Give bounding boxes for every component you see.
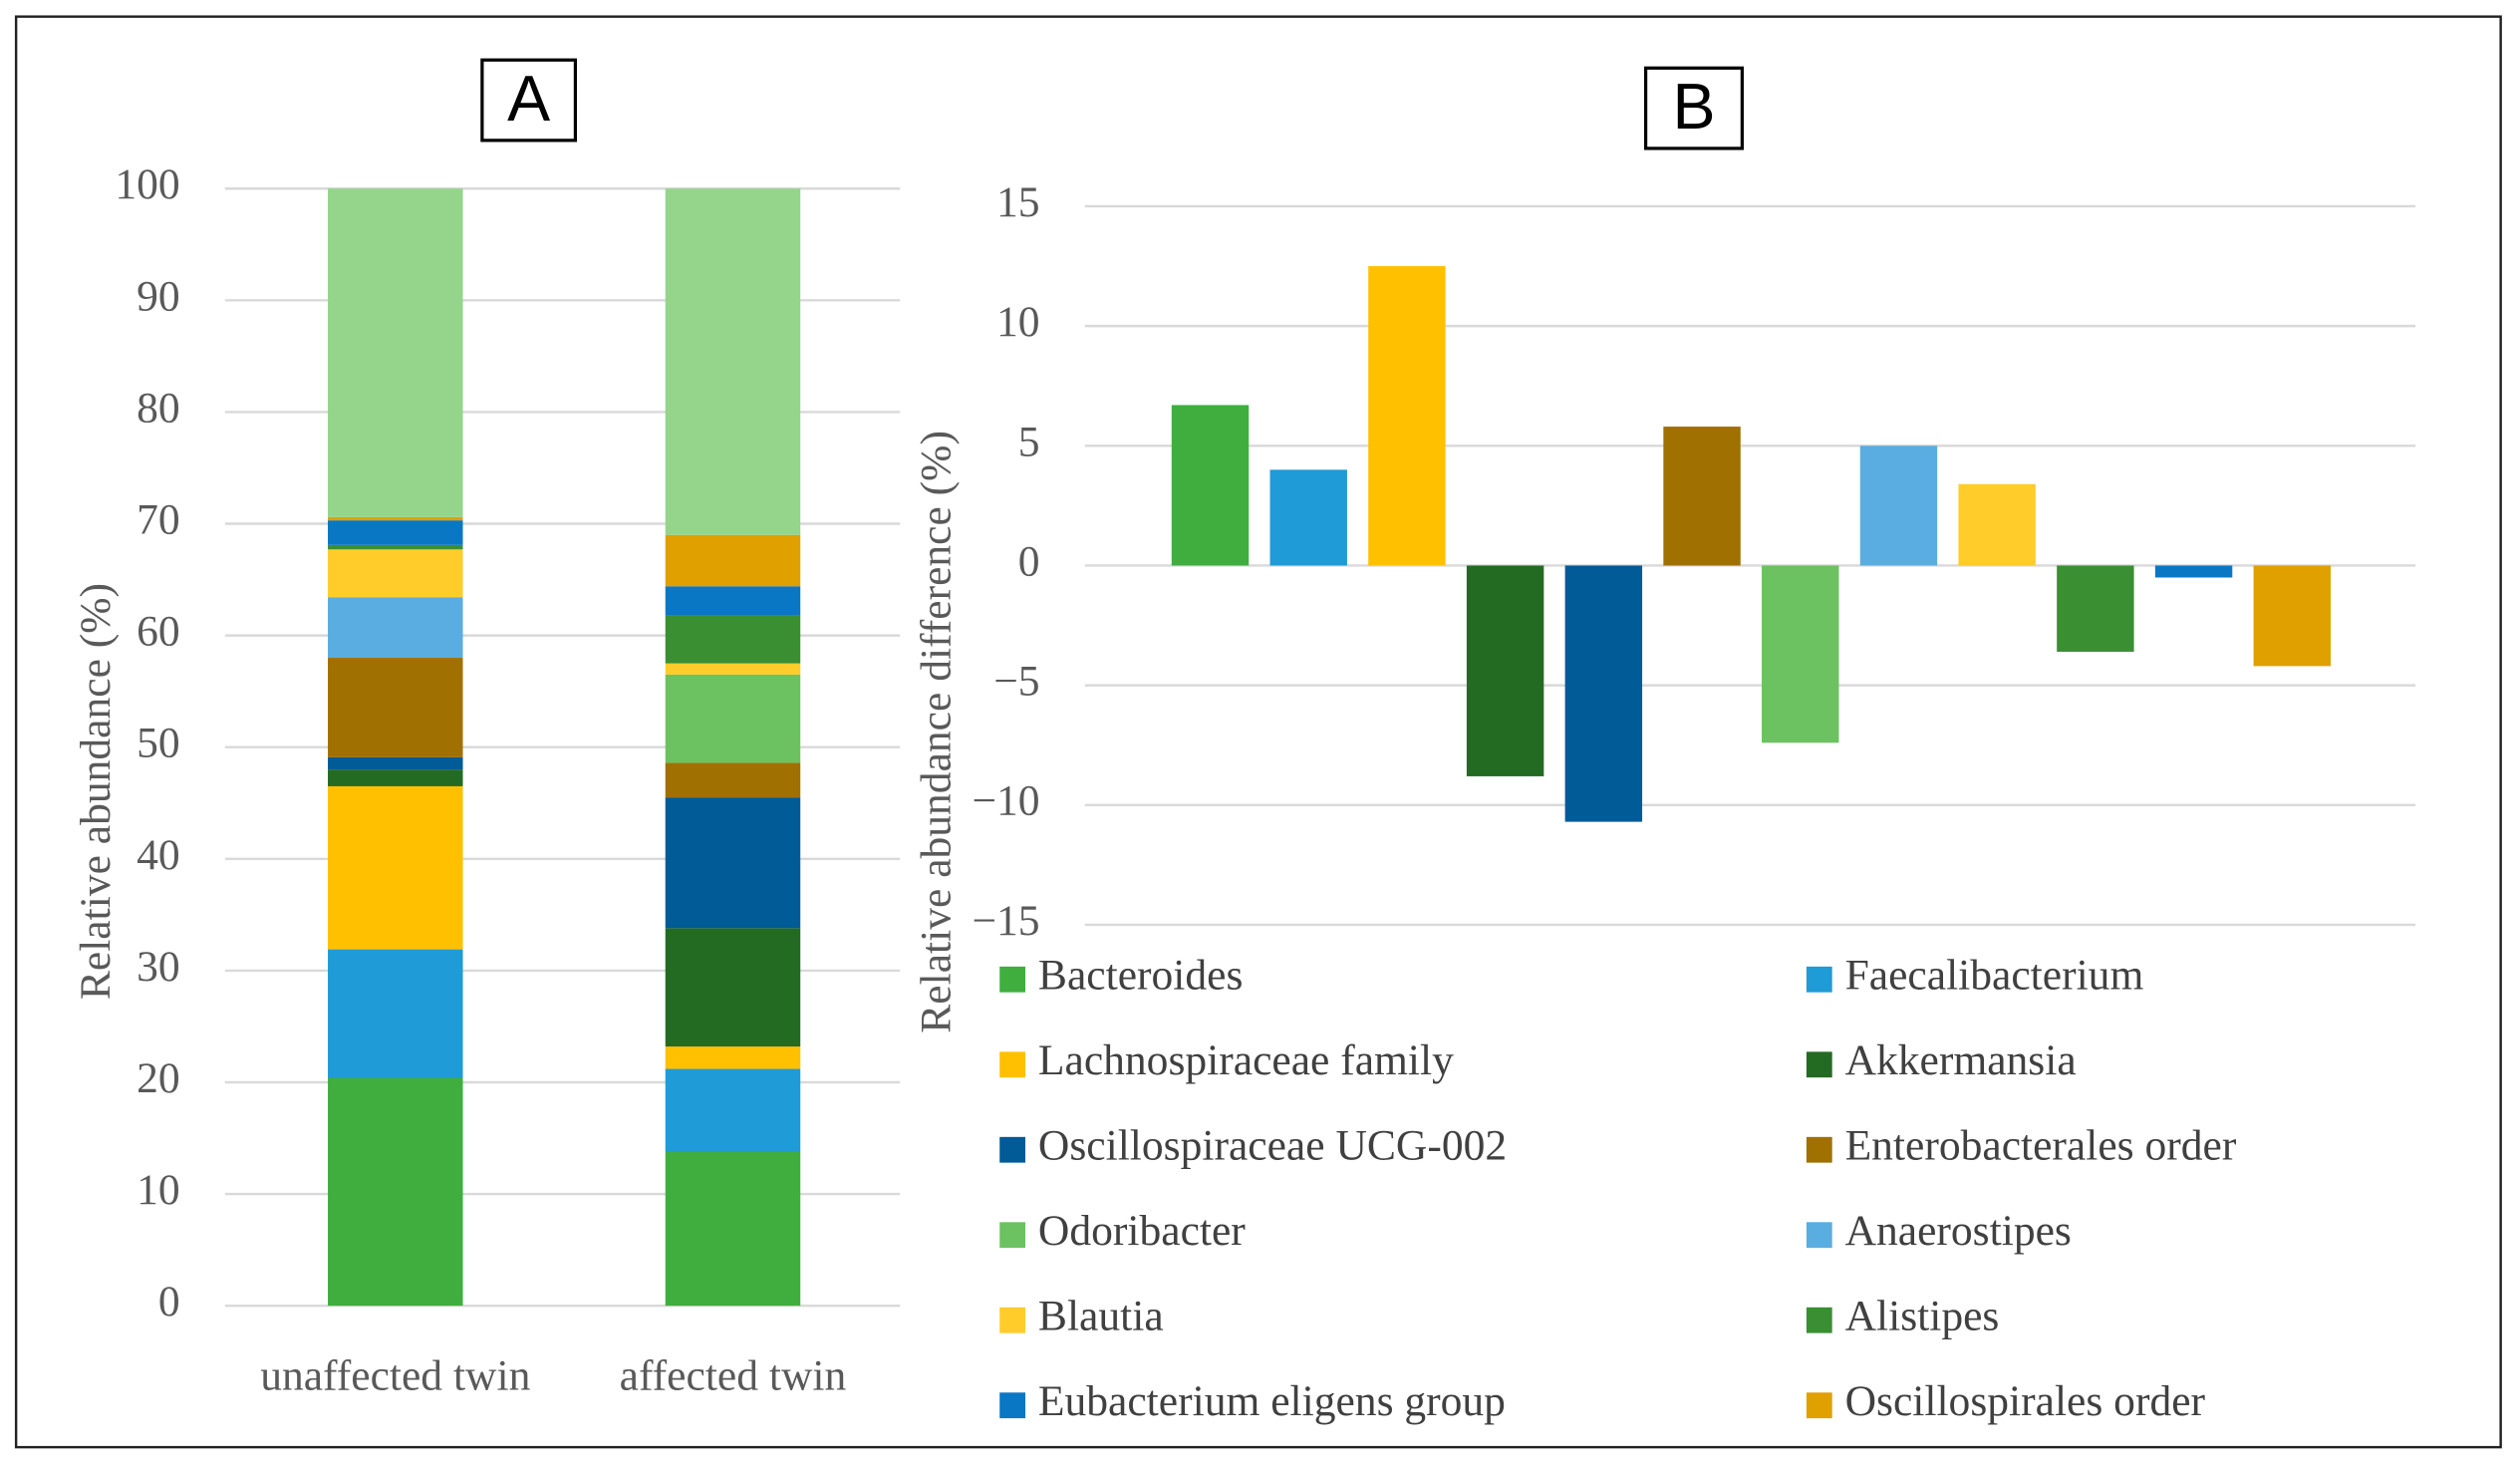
bar-segment: [665, 663, 801, 675]
legend-label: Blautia: [1038, 1293, 1164, 1340]
bar-segment: [328, 544, 463, 550]
legend-label: Bacteroides: [1038, 952, 1243, 1000]
panel-box: [480, 58, 578, 143]
legend-label: Odoribacter: [1038, 1207, 1246, 1255]
y-tick-label: 60: [137, 608, 180, 656]
bar-segment: [665, 586, 801, 616]
bar: [1663, 427, 1741, 566]
legend-label: Anaerostipes: [1845, 1207, 2072, 1255]
bar-segment: [328, 516, 463, 521]
legend-swatch: [999, 1392, 1026, 1419]
legend-label: Enterobacterales order: [1845, 1122, 2237, 1170]
y-tick-label: 70: [137, 496, 180, 544]
legend-swatch: [1806, 966, 1832, 993]
panel-box: [1643, 66, 1744, 150]
bar-segment: [665, 797, 801, 929]
legend-swatch: [999, 1051, 1026, 1078]
bar-segment: [328, 188, 463, 517]
bar-segment: [665, 1151, 801, 1307]
bar-segment: [328, 756, 463, 770]
bar-segment: [665, 1046, 801, 1069]
x-tick-label: unaffected twin: [260, 1351, 530, 1399]
legend-label: Oscillospirales order: [1845, 1377, 2206, 1425]
bar: [1466, 565, 1544, 776]
bar-segment: [665, 534, 801, 587]
legend-swatch: [1806, 1307, 1832, 1333]
y-tick-label: 30: [137, 943, 180, 991]
y-tick-label: 15: [996, 178, 1040, 226]
bar: [2154, 565, 2233, 578]
legend-swatch: [1806, 1392, 1832, 1419]
bar: [1171, 405, 1250, 566]
y-tick-label: 40: [137, 831, 180, 879]
bar: [2253, 565, 2332, 667]
legend-label: Oscillospiraceae UCG-002: [1038, 1122, 1507, 1170]
bar-segment: [665, 762, 801, 798]
legend-label: Faecalibacterium: [1845, 952, 2144, 1000]
x-tick-label: affected twin: [620, 1351, 847, 1399]
bar: [1269, 469, 1347, 566]
legend-swatch: [1806, 1051, 1832, 1078]
legend-label: Lachnospiraceae family: [1038, 1036, 1454, 1084]
bar-segment: [328, 949, 463, 1078]
y-tick-label: −15: [972, 897, 1039, 945]
bar-segment: [665, 674, 801, 763]
bar: [1859, 445, 1938, 566]
legend-swatch: [999, 966, 1026, 993]
panel-label: A: [507, 63, 550, 135]
y-tick-label: 0: [1018, 537, 1040, 585]
bar-segment: [665, 928, 801, 1047]
legend-swatch: [999, 1136, 1026, 1163]
bar-segment: [328, 597, 463, 659]
y-tick-label: 80: [137, 384, 180, 432]
bar: [2057, 565, 2134, 652]
bar-segment: [328, 785, 463, 950]
y-axis-label: Relative abundance (%): [72, 583, 120, 1000]
y-tick-label: 100: [115, 160, 179, 208]
bar-segment: [665, 1068, 801, 1152]
bar-segment: [665, 188, 801, 535]
y-tick-label: 20: [137, 1054, 180, 1102]
legend-swatch: [999, 1222, 1026, 1249]
y-tick-label: 50: [137, 720, 180, 767]
y-tick-label: 0: [158, 1278, 180, 1325]
legend-label: Eubacterium eligens group: [1038, 1377, 1506, 1425]
y-tick-label: 90: [137, 272, 180, 320]
y-axis-label: Relative abundance difference (%): [913, 431, 961, 1033]
y-tick-label: −10: [972, 777, 1039, 825]
bar: [1368, 266, 1446, 566]
y-tick-label: 5: [1018, 418, 1040, 465]
legend-label: Alistipes: [1845, 1293, 2000, 1340]
y-tick-label: 10: [996, 298, 1040, 346]
y-tick-label: −5: [993, 658, 1039, 706]
legend-label: Akkermansia: [1845, 1036, 2077, 1084]
panel-label: B: [1672, 71, 1715, 143]
bar: [1564, 565, 1643, 822]
legend-swatch: [1806, 1136, 1832, 1163]
bar-segment: [328, 520, 463, 545]
bar-segment: [328, 769, 463, 786]
legend-swatch: [1806, 1222, 1832, 1249]
bar-segment: [665, 615, 801, 664]
y-tick-label: 10: [137, 1166, 180, 1214]
figure-border: [14, 15, 2502, 1449]
bar-segment: [328, 658, 463, 757]
legend-swatch: [999, 1307, 1026, 1333]
bar: [1958, 483, 2036, 566]
bar-segment: [328, 1077, 463, 1307]
bar: [1762, 565, 1839, 743]
bar-segment: [328, 549, 463, 598]
